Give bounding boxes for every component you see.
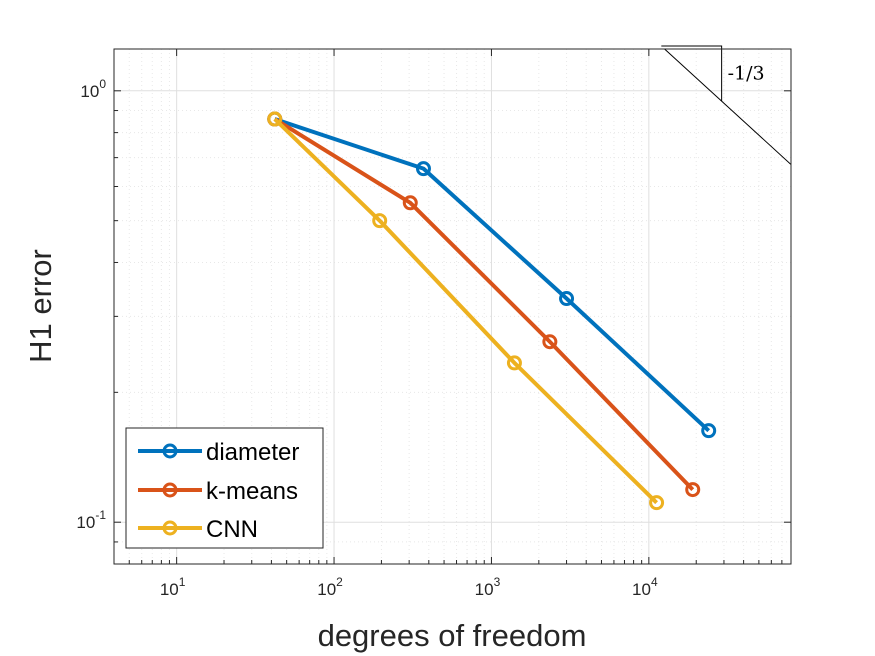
slope-reference-line xyxy=(663,49,791,165)
data-point-k-means xyxy=(685,482,701,498)
data-point-k-means xyxy=(402,195,418,211)
series-line-k-means xyxy=(273,117,695,491)
data-point-cnn xyxy=(267,111,283,127)
slope-triangle: -1/3 xyxy=(661,45,791,165)
data-point-cnn xyxy=(649,495,665,511)
x-tick-label: 103 xyxy=(475,575,501,599)
data-point-diameter xyxy=(559,291,575,307)
x-tick-label: 104 xyxy=(632,575,658,599)
legend-entry-k-means: k-means xyxy=(138,478,298,505)
x-tick-label: 101 xyxy=(160,575,186,599)
slope-triangle-legs xyxy=(661,45,723,102)
y-tick-label: 10-1 xyxy=(76,508,106,532)
legend-label-diameter: diameter xyxy=(206,439,299,466)
series-line-cnn xyxy=(273,117,658,505)
series-line-diameter xyxy=(274,117,711,433)
axis-ticks xyxy=(113,49,792,565)
data-point-cnn xyxy=(506,355,522,371)
plot-frame xyxy=(113,48,792,565)
y-tick-labels: 10-1 100 xyxy=(76,77,106,532)
x-axis-label: degrees of freedom xyxy=(318,618,587,653)
legend: diameter k-means CNN xyxy=(125,427,324,549)
y-axis-label: H1 error xyxy=(23,249,58,363)
legend-marker-k-means xyxy=(162,482,178,498)
legend-label-cnn: CNN xyxy=(206,516,258,543)
legend-entry-diameter: diameter xyxy=(138,439,299,466)
legend-label-k-means: k-means xyxy=(206,478,298,505)
data-point-cnn xyxy=(372,213,388,229)
legend-marker-cnn xyxy=(162,520,178,536)
data-point-k-means xyxy=(542,334,558,350)
x-tick-label: 102 xyxy=(317,575,343,599)
data-point-diameter xyxy=(415,161,431,177)
legend-marker-diameter xyxy=(162,443,178,459)
legend-entry-cnn: CNN xyxy=(138,516,258,543)
y-tick-label: 100 xyxy=(80,77,106,101)
series-layer xyxy=(267,111,717,511)
x-tick-labels: 101 102 103 104 xyxy=(160,575,658,599)
slope-label: -1/3 xyxy=(728,63,765,85)
data-point-diameter xyxy=(701,423,717,439)
